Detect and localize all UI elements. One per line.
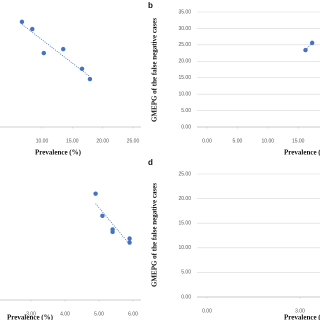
point xyxy=(309,40,315,46)
point xyxy=(127,236,132,241)
point xyxy=(127,240,132,245)
point xyxy=(87,76,93,82)
point xyxy=(30,26,35,32)
y-tick-label: 15.00 xyxy=(178,221,191,227)
y-tick-label: 35.00 xyxy=(178,9,191,15)
x-tick-label: 6.00 xyxy=(128,311,138,317)
x-tick-label: 15.00 xyxy=(66,138,79,144)
y-axis-title: GMEPG of the false negative cases xyxy=(151,18,159,122)
x-tick-label: 10.00 xyxy=(36,138,49,144)
y-tick-label: 5.00 xyxy=(181,108,191,114)
panel-label: d xyxy=(148,158,153,167)
x-tick-label: 15.00 xyxy=(292,138,305,144)
x-axis-title: Prevalence (%) xyxy=(35,149,82,157)
point xyxy=(93,191,98,196)
point xyxy=(110,227,115,232)
x-tick-label: 0.00 xyxy=(202,308,212,314)
x-axis-title: Prevalence (%) xyxy=(7,314,54,320)
y-tick-label: 0.00 xyxy=(181,124,191,130)
y-tick-label: 15.00 xyxy=(178,75,191,81)
y-tick-label: 10.00 xyxy=(178,245,191,251)
y-axis-title: GMEPG of the false negative cases xyxy=(151,183,159,287)
y-tick-label: 25.00 xyxy=(178,42,191,48)
x-tick-label: 10.00 xyxy=(262,138,275,144)
panel-label: b xyxy=(148,1,153,10)
y-tick-label: 5.00 xyxy=(181,270,191,276)
point xyxy=(100,213,105,219)
y-tick-label: 20.00 xyxy=(178,59,191,65)
point xyxy=(19,19,25,25)
y-tick-label: 20.00 xyxy=(178,196,191,202)
x-tick-label: 25.00 xyxy=(127,138,140,144)
x-tick-label: 3.00 xyxy=(26,311,36,317)
x-axis-title: Prevalence (%) xyxy=(284,314,320,320)
point xyxy=(79,66,85,72)
trendline xyxy=(305,42,313,51)
x-tick-label: 4.00 xyxy=(60,311,70,317)
trendline xyxy=(21,24,91,77)
y-tick-label: 10.00 xyxy=(178,91,191,97)
y-tick-label: 25.00 xyxy=(178,171,191,177)
point xyxy=(303,47,308,53)
x-tick-label: 5.00 xyxy=(94,311,104,317)
y-tick-label: 30.00 xyxy=(178,26,191,32)
point xyxy=(61,46,66,52)
point xyxy=(41,50,47,56)
x-tick-label: 0.00 xyxy=(202,138,212,144)
x-tick-label: 20.00 xyxy=(96,138,109,144)
x-tick-label: 5.00 xyxy=(233,138,243,144)
trendline xyxy=(95,203,130,245)
y-tick-label: 0.00 xyxy=(181,294,191,300)
x-axis-title: Prevalence (%) xyxy=(284,149,320,157)
x-tick-label: 3.00 xyxy=(295,308,305,314)
